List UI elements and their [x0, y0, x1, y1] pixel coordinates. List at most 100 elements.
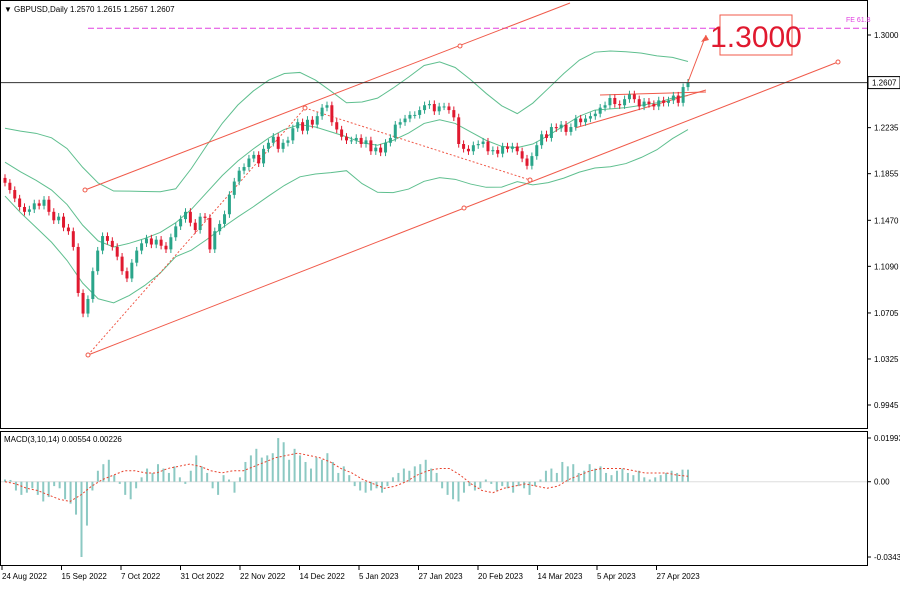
candle-body — [354, 137, 358, 141]
price-tick-label: 1.0705 — [874, 309, 899, 318]
candle-body — [159, 239, 163, 246]
candle-body — [271, 136, 275, 143]
candle-body — [105, 236, 109, 241]
candle-body — [140, 243, 144, 251]
candle-body — [676, 95, 680, 103]
candle-body — [81, 292, 85, 314]
candle-body — [686, 82, 690, 88]
candle-body — [530, 156, 534, 166]
price-tick-label: 0.9945 — [874, 401, 899, 410]
target-price-label: 1.3000 — [710, 21, 802, 54]
candle-body — [564, 124, 568, 132]
time-axis-label: 7 Oct 2022 — [121, 572, 161, 581]
candle-body — [398, 122, 402, 125]
candle-body — [457, 117, 461, 145]
trendline-anchor-point — [527, 177, 533, 183]
candle-body — [3, 177, 7, 183]
candle-body — [618, 104, 622, 106]
price-tick-label: 1.2235 — [874, 124, 899, 133]
candle-body — [481, 141, 485, 145]
candle-body — [432, 104, 436, 112]
macd-pane[interactable] — [0, 431, 868, 566]
candle-body — [501, 146, 505, 154]
candle-body — [184, 211, 188, 220]
candle-body — [120, 256, 124, 272]
macd-tick-label: 0.00 — [874, 478, 890, 487]
candle-body — [598, 107, 602, 114]
target-label-box[interactable] — [719, 14, 793, 56]
candle-body — [227, 194, 231, 215]
candle-body — [320, 107, 324, 117]
candle-body — [403, 118, 407, 123]
candle-body — [671, 95, 675, 101]
candle-body — [125, 271, 129, 279]
candle-body — [257, 154, 261, 164]
candle-body — [266, 142, 270, 149]
candle-body — [232, 181, 236, 195]
candle-body — [476, 144, 480, 146]
price-tick-label: 1.1855 — [874, 170, 899, 179]
trendline-anchor-point — [302, 105, 308, 111]
bollinger-lower-band — [4, 129, 689, 304]
candle-body — [364, 140, 368, 145]
candle-body — [96, 250, 100, 272]
candle-body — [666, 100, 670, 103]
candle-body — [164, 245, 168, 250]
candle-body — [23, 206, 27, 212]
candle-body — [286, 140, 290, 143]
candle-body — [154, 239, 158, 245]
price-tick-label: 1.1470 — [874, 216, 899, 225]
candle-body — [281, 142, 285, 149]
candle-body — [27, 209, 31, 212]
candle-body — [569, 127, 573, 132]
candle-body — [305, 119, 309, 131]
price-tick-label: 1.0325 — [874, 355, 899, 364]
candle-body — [384, 142, 388, 153]
candle-body — [330, 105, 334, 123]
candle-body — [554, 127, 558, 129]
candle-body — [296, 122, 300, 129]
macd-signal-line — [4, 452, 689, 502]
time-axis-label: 27 Apr 2023 — [657, 572, 701, 581]
time-axis-label: 14 Mar 2023 — [538, 572, 583, 581]
candle-body — [91, 271, 95, 300]
candle-body — [588, 116, 592, 119]
candle-body — [603, 105, 607, 108]
price-pane[interactable] — [0, 0, 868, 429]
target-arrow-line — [687, 34, 707, 83]
trendline-anchor-point — [85, 352, 91, 358]
candle-body — [462, 144, 466, 149]
candle-body — [203, 216, 207, 218]
time-axis-label: 15 Sep 2022 — [62, 572, 108, 581]
candle-body — [169, 237, 173, 250]
candle-body — [515, 146, 519, 152]
candle-body — [144, 238, 148, 244]
trendline-anchor-point — [461, 205, 467, 211]
candle-body — [237, 170, 241, 182]
current-price-label: 1.2607 — [872, 79, 897, 88]
trendline-anchor-point — [457, 43, 463, 49]
candle-body — [310, 119, 314, 125]
candle-body — [442, 106, 446, 108]
target-arrow-head — [701, 35, 709, 42]
candle-body — [408, 114, 412, 119]
candle-body — [42, 199, 46, 206]
candle-body — [62, 216, 66, 228]
candle-body — [135, 250, 139, 263]
candle-body — [613, 97, 617, 105]
candle-body — [247, 158, 251, 168]
candle-body — [115, 246, 119, 257]
chart-menu-glyph[interactable]: ▼ — [4, 5, 12, 14]
candle-body — [130, 262, 134, 279]
candle-body — [486, 141, 490, 152]
candle-body — [374, 147, 378, 152]
candle-body — [349, 140, 353, 142]
candle-body — [198, 216, 202, 230]
macd-title: MACD(3,10,14) 0.00554 0.00226 — [4, 435, 122, 444]
current-price-marker — [867, 76, 900, 90]
candle-body — [510, 146, 514, 149]
time-axis-label: 24 Aug 2022 — [2, 572, 47, 581]
candle-body — [393, 124, 397, 138]
